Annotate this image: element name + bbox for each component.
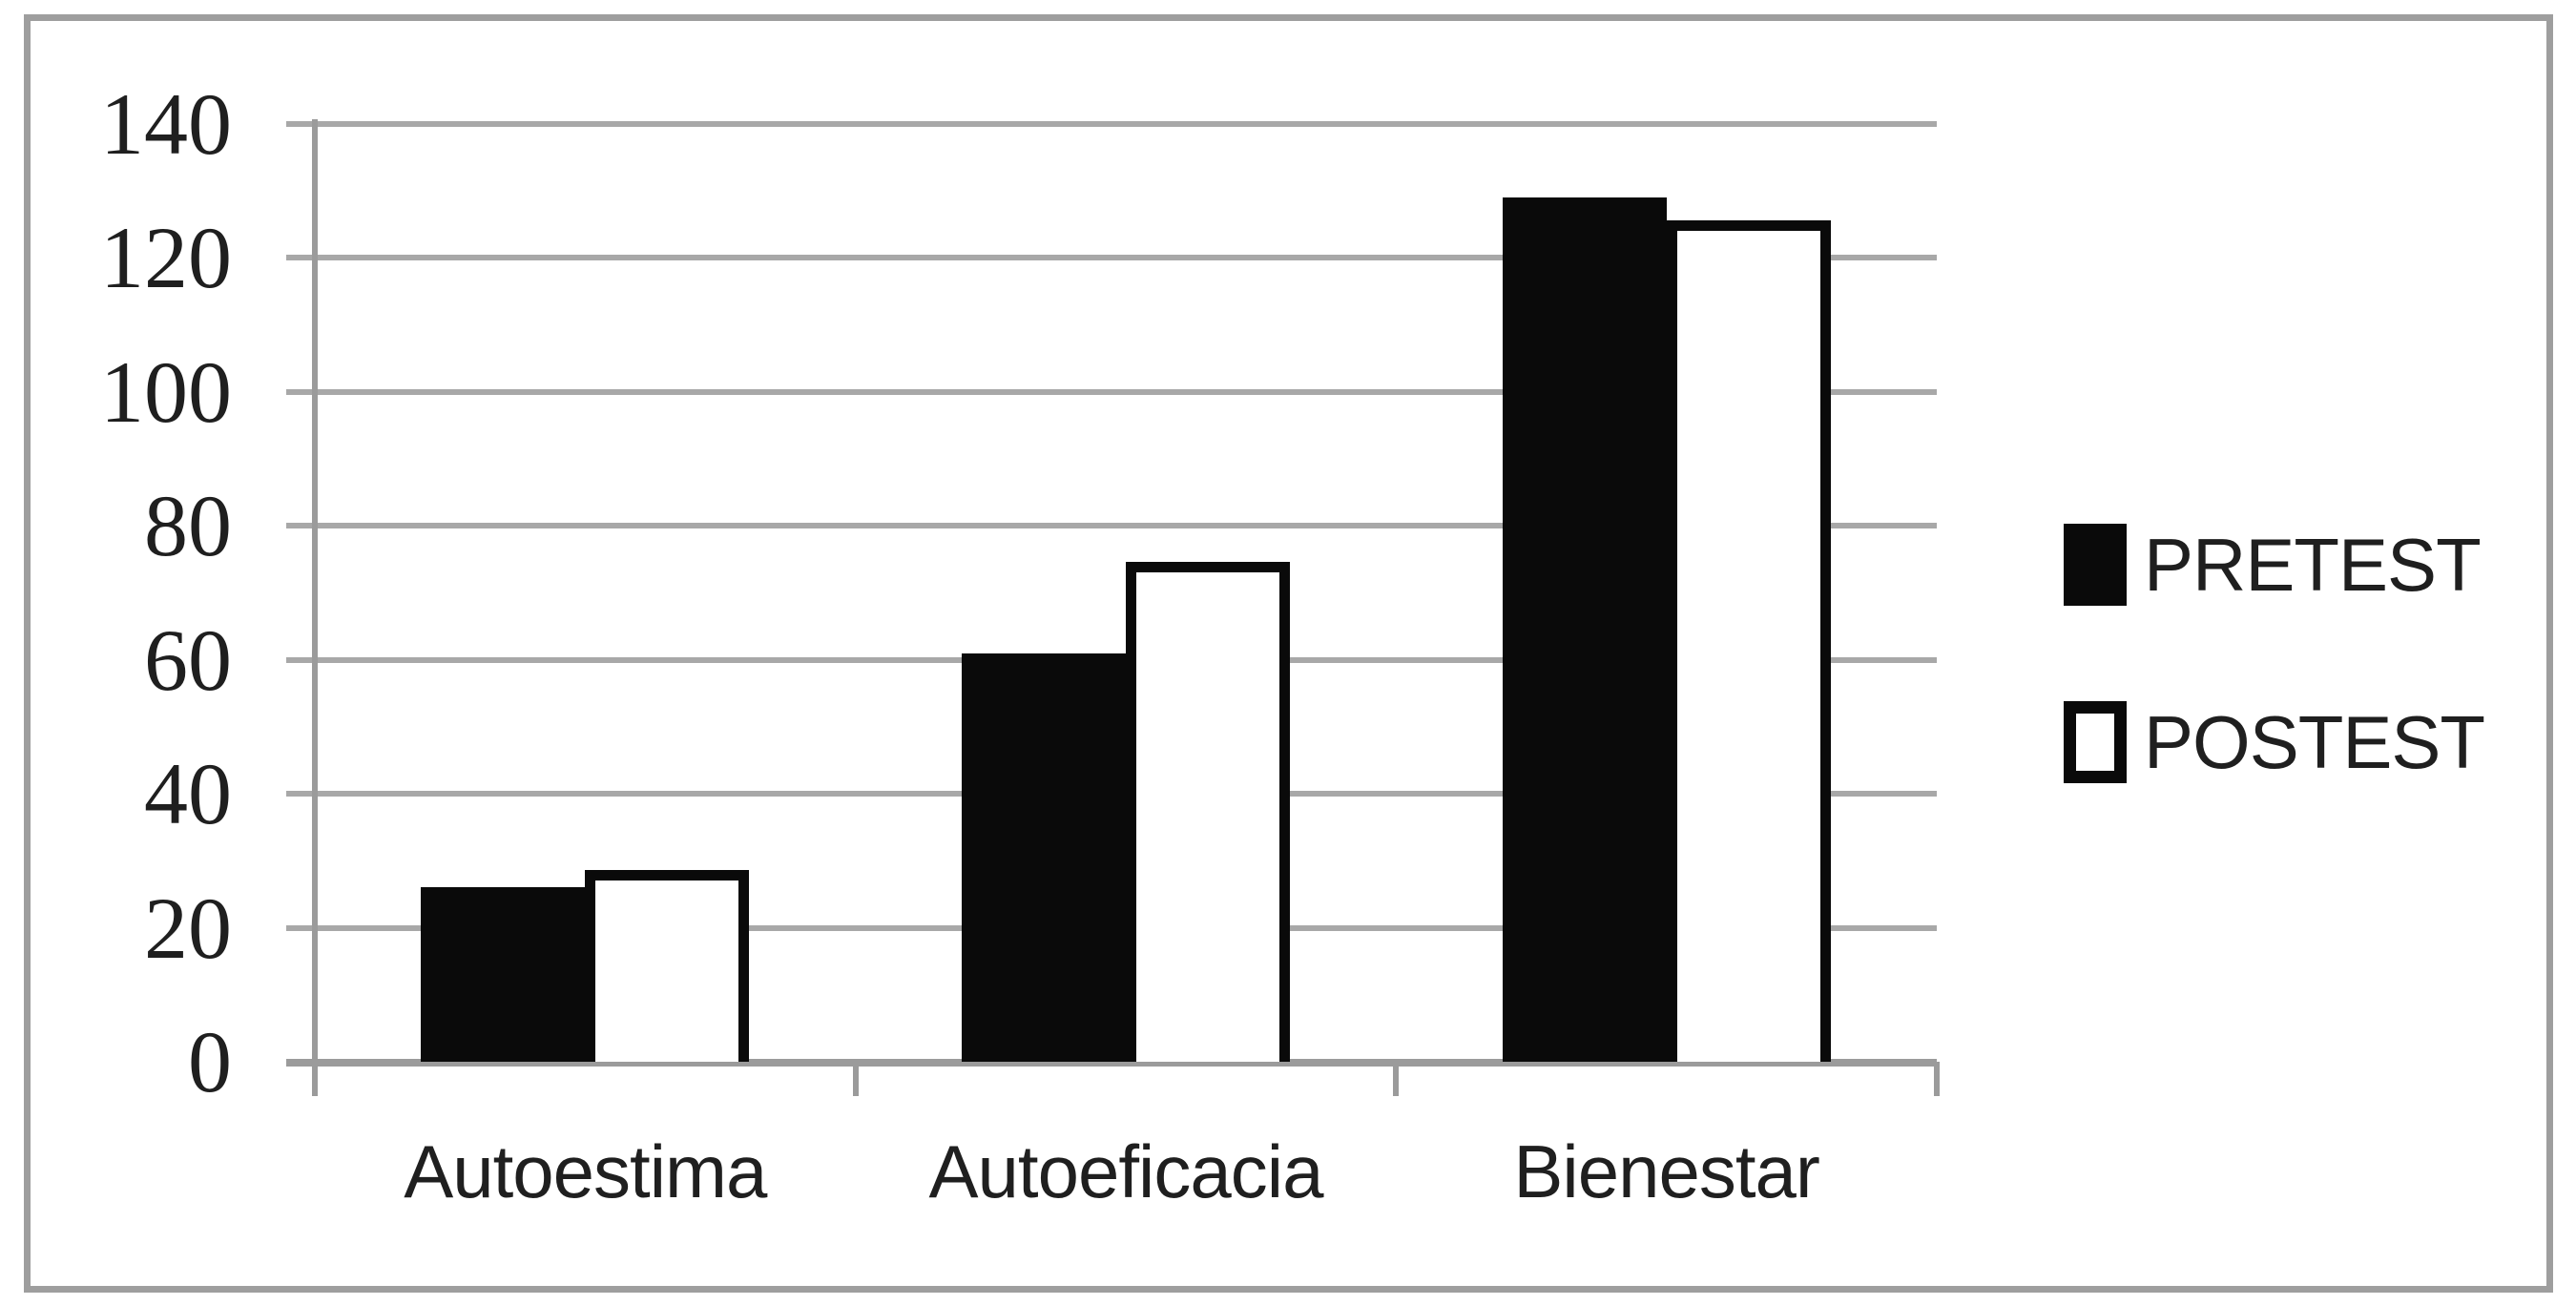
y-tick-label-120: 120 <box>100 209 232 307</box>
category-label-autoestima: Autoestima <box>404 1129 767 1213</box>
bar-postest-autoeficacia <box>1126 562 1290 1062</box>
x-axis-tick <box>1934 1062 1940 1096</box>
legend-item-pretest: PRETEST <box>2064 521 2482 609</box>
legend-item-postest: POSTEST <box>2064 698 2485 786</box>
y-tick-label-40: 40 <box>144 745 232 843</box>
postest-legend-label: POSTEST <box>2144 699 2485 784</box>
y-axis-line <box>312 119 318 1096</box>
gridline-120 <box>286 255 1937 261</box>
postest-legend-marker <box>2064 701 2127 783</box>
x-axis-tick <box>1393 1062 1400 1096</box>
bar-postest-bienestar <box>1666 220 1831 1062</box>
x-axis-tick <box>312 1062 318 1096</box>
gridline-140 <box>286 121 1937 127</box>
x-axis-line <box>286 1059 1937 1067</box>
y-tick-label-140: 140 <box>100 75 232 173</box>
y-tick-label-80: 80 <box>144 477 232 575</box>
y-tick-label-60: 60 <box>144 611 232 709</box>
x-axis-tick <box>852 1062 859 1096</box>
pretest-legend-label: PRETEST <box>2144 522 2482 607</box>
pretest-legend-marker <box>2064 524 2127 606</box>
gridline-80 <box>286 523 1937 529</box>
bar-pretest-autoestima <box>421 887 586 1062</box>
category-label-autoeficacia: Autoeficacia <box>928 1129 1324 1213</box>
bar-postest-autoestima <box>585 870 750 1062</box>
category-label-bienestar: Bienestar <box>1513 1129 1820 1213</box>
bar-pretest-bienestar <box>1502 197 1667 1062</box>
gridline-100 <box>286 388 1937 395</box>
y-tick-label-20: 20 <box>144 879 232 977</box>
y-tick-label-100: 100 <box>100 342 232 441</box>
y-tick-label-0: 0 <box>188 1013 232 1110</box>
bar-pretest-autoeficacia <box>962 653 1126 1062</box>
